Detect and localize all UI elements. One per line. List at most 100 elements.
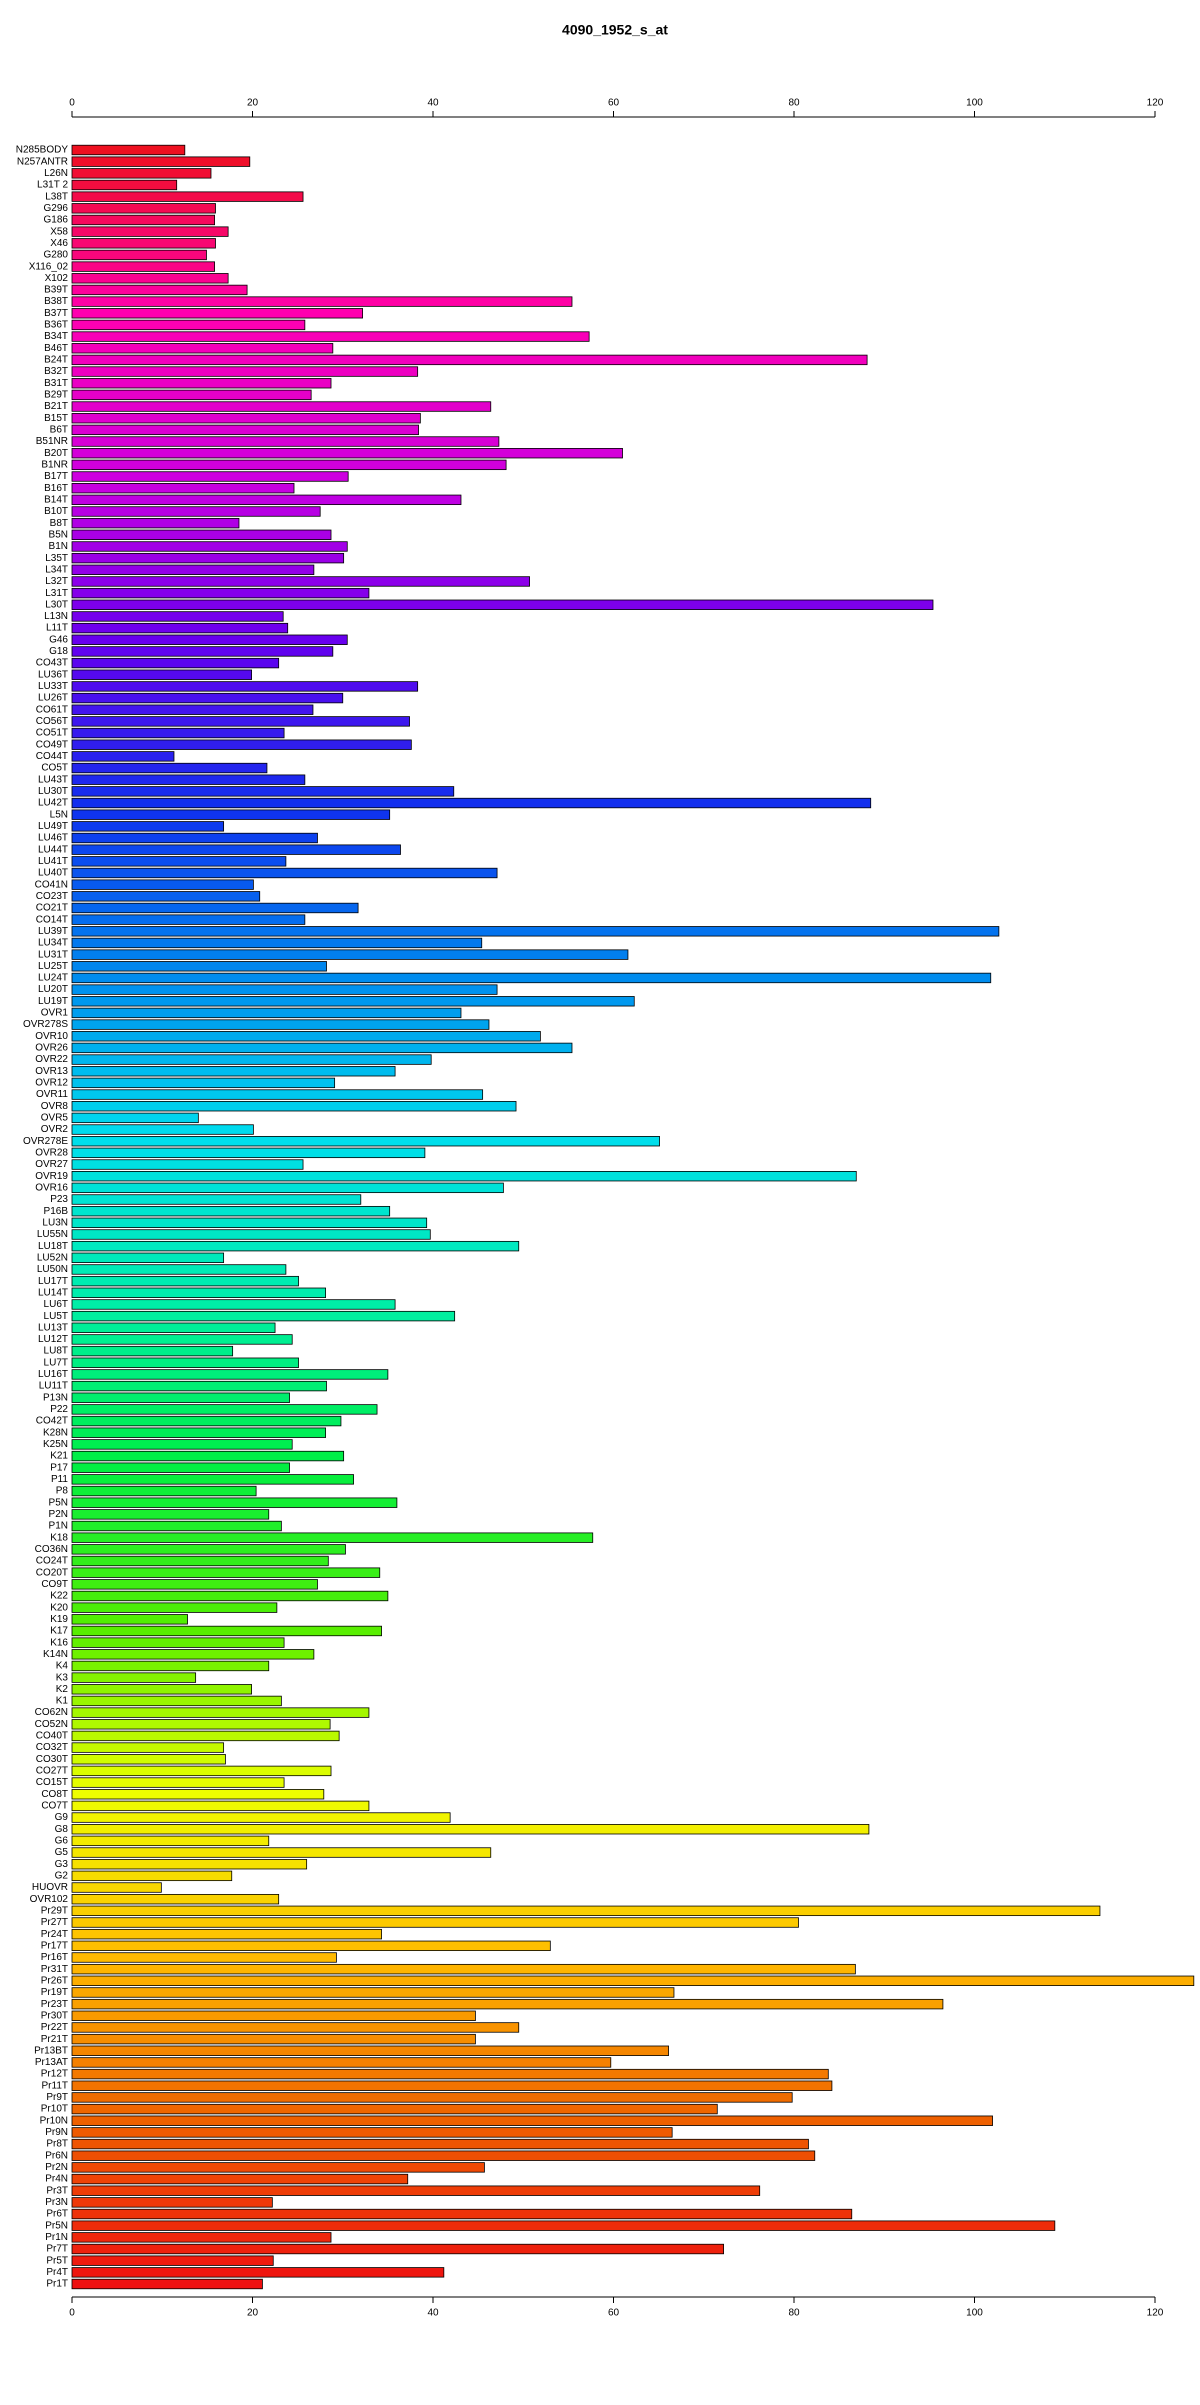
y-tick-label: OVR278E — [23, 1136, 68, 1147]
bar — [71, 856, 287, 867]
y-tick-label: K19 — [50, 1614, 68, 1625]
y-tick-label: Pr4T — [46, 2267, 68, 2278]
bar — [71, 343, 334, 354]
bar — [71, 786, 455, 797]
bar — [71, 2150, 816, 2161]
bar — [71, 1147, 426, 1159]
bar — [71, 1567, 381, 1578]
y-tick-label: K17 — [50, 1626, 68, 1637]
bar — [71, 1171, 857, 1182]
bar — [71, 2045, 669, 2056]
bar — [71, 436, 500, 447]
y-tick-label: LU31T — [38, 949, 68, 960]
y-tick-label: L11T — [46, 623, 68, 634]
bar — [71, 2220, 1056, 2231]
y-tick-label: CO7T — [41, 1801, 68, 1812]
bar — [71, 1019, 490, 1030]
y-tick-label: LU13T — [38, 1322, 68, 1333]
bar — [71, 1998, 944, 2010]
bar — [71, 482, 295, 494]
y-tick-label: OVR19 — [35, 1171, 68, 1182]
y-tick-label: LU25T — [38, 961, 68, 972]
bar — [71, 1754, 226, 1765]
y-tick-label: Pr8T — [46, 2139, 68, 2150]
y-tick-label: OVR26 — [35, 1043, 68, 1054]
y-tick-label: OVR5 — [41, 1113, 69, 1124]
x-tick-label: 40 — [427, 2308, 439, 2319]
bar — [71, 494, 462, 506]
y-tick-label: Pr6T — [46, 2209, 68, 2220]
bar — [71, 144, 186, 156]
bar — [71, 1975, 1195, 1986]
y-tick-label: K18 — [50, 1532, 68, 1543]
bar — [71, 1007, 462, 1019]
y-tick-label: B20T — [44, 448, 68, 459]
y-tick-label: LU8T — [44, 1346, 68, 1357]
y-tick-label: P23 — [50, 1194, 68, 1205]
y-tick-label: B6T — [50, 425, 68, 436]
y-tick-label: LU34T — [38, 938, 68, 949]
y-tick-label: OVR8 — [41, 1101, 69, 1112]
x-tick-label: 100 — [966, 2308, 983, 2319]
y-tick-label: Pr21T — [41, 2034, 68, 2045]
y-tick-label: LU30T — [38, 786, 68, 797]
bar — [71, 1136, 660, 1147]
bar — [71, 821, 225, 832]
y-tick-label: B15T — [44, 413, 68, 424]
y-tick-label: G186 — [44, 215, 69, 226]
y-tick-label: LU43T — [38, 774, 68, 785]
x-tick-label: 0 — [69, 98, 75, 109]
bar — [71, 809, 391, 820]
bar — [71, 1905, 1101, 1917]
bar — [71, 1672, 197, 1683]
bar — [71, 774, 306, 785]
bar — [71, 576, 530, 587]
bar — [71, 1637, 285, 1648]
y-tick-label: X116_02 — [29, 261, 69, 272]
y-tick-label: G8 — [55, 1824, 69, 1835]
bar — [71, 1835, 270, 1847]
bar — [71, 1660, 270, 1672]
y-tick-label: LU16T — [38, 1369, 68, 1380]
bar — [71, 1987, 675, 1998]
bar — [71, 867, 498, 879]
bar — [71, 1275, 299, 1287]
y-tick-label: CO5T — [41, 763, 68, 774]
y-tick-label: P17 — [50, 1462, 68, 1473]
bar — [71, 1952, 337, 1963]
y-tick-label: B37T — [44, 308, 68, 319]
y-tick-label: G296 — [44, 203, 69, 214]
bar — [71, 2057, 612, 2068]
y-tick-label: CO41N — [35, 879, 68, 890]
y-tick-label: Pr3T — [46, 2185, 68, 2196]
bar — [71, 634, 348, 645]
y-tick-label: G9 — [55, 1812, 69, 1823]
x-tick-label: 100 — [966, 98, 983, 109]
bar — [71, 249, 207, 261]
y-tick-label: LU39T — [38, 926, 68, 937]
bar — [71, 937, 483, 949]
y-tick-label: B32T — [44, 366, 68, 377]
y-tick-label: CO8T — [41, 1789, 68, 1800]
bar — [71, 1847, 492, 1858]
y-tick-label: OVR102 — [30, 1894, 69, 1905]
y-tick-label: G2 — [55, 1870, 69, 1881]
bar — [71, 354, 868, 366]
bar — [71, 1217, 428, 1229]
y-tick-label: CO56T — [36, 716, 68, 727]
y-tick-label: B16T — [44, 483, 68, 494]
bar — [71, 2092, 793, 2103]
bar — [71, 1509, 270, 1520]
bar — [71, 378, 332, 389]
bar — [71, 1089, 484, 1100]
y-tick-label: Pr26T — [41, 1975, 68, 1986]
bar — [71, 389, 312, 401]
bar — [71, 1334, 293, 1345]
y-tick-label: CO24T — [36, 1556, 68, 1567]
y-tick-label: B14T — [44, 494, 68, 505]
y-tick-label: L31T 2 — [37, 180, 68, 191]
y-tick-label: LU46T — [38, 833, 68, 844]
y-tick-label: Pr22T — [41, 2022, 68, 2033]
y-tick-label: CO32T — [36, 1742, 68, 1753]
